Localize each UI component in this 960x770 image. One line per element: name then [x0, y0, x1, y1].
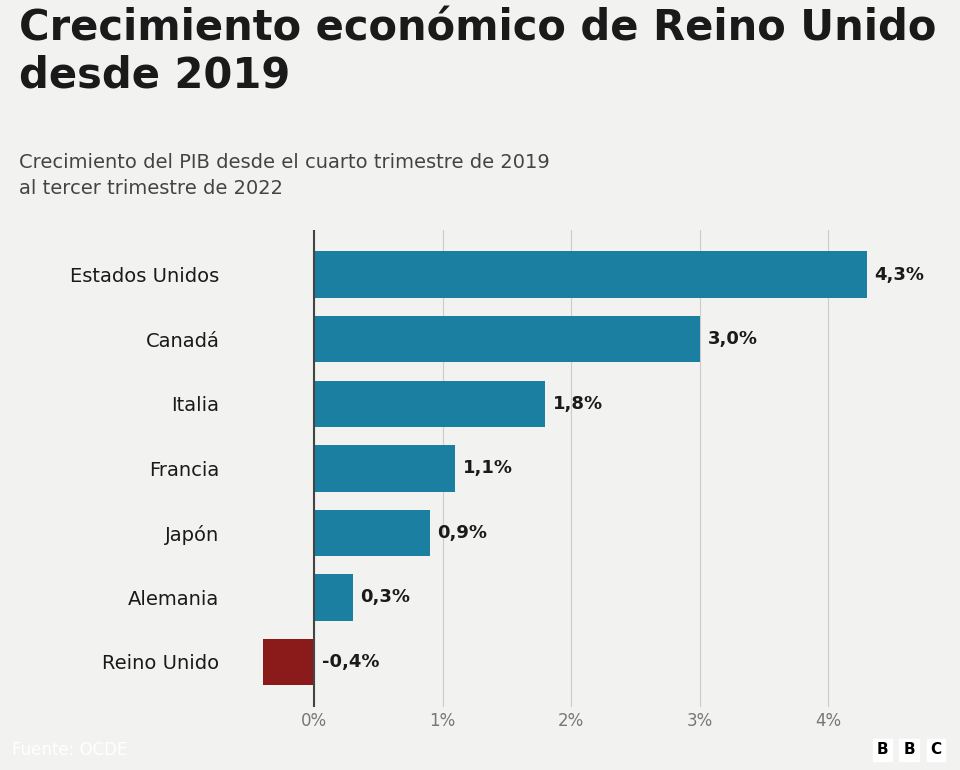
Bar	[262, 638, 314, 685]
Text: Fuente: OCDE: Fuente: OCDE	[12, 741, 127, 759]
Bar	[314, 445, 455, 491]
Text: C: C	[930, 742, 942, 758]
Text: 4,3%: 4,3%	[875, 266, 924, 283]
Bar	[314, 510, 430, 556]
Text: 1,8%: 1,8%	[553, 395, 603, 413]
Bar	[314, 316, 700, 363]
Text: 3,0%: 3,0%	[708, 330, 757, 348]
Text: 1,1%: 1,1%	[463, 460, 514, 477]
Text: Crecimiento económico de Reino Unido
desde 2019: Crecimiento económico de Reino Unido des…	[19, 8, 937, 97]
Bar	[314, 380, 545, 427]
Text: B: B	[876, 742, 888, 758]
Bar	[314, 574, 352, 621]
Text: -0,4%: -0,4%	[322, 653, 379, 671]
Text: Crecimiento del PIB desde el cuarto trimestre de 2019
al tercer trimestre de 202: Crecimiento del PIB desde el cuarto trim…	[19, 153, 550, 198]
Text: 0,3%: 0,3%	[360, 588, 410, 607]
Text: 0,9%: 0,9%	[438, 524, 488, 542]
Bar	[314, 252, 867, 298]
Text: B: B	[903, 742, 915, 758]
